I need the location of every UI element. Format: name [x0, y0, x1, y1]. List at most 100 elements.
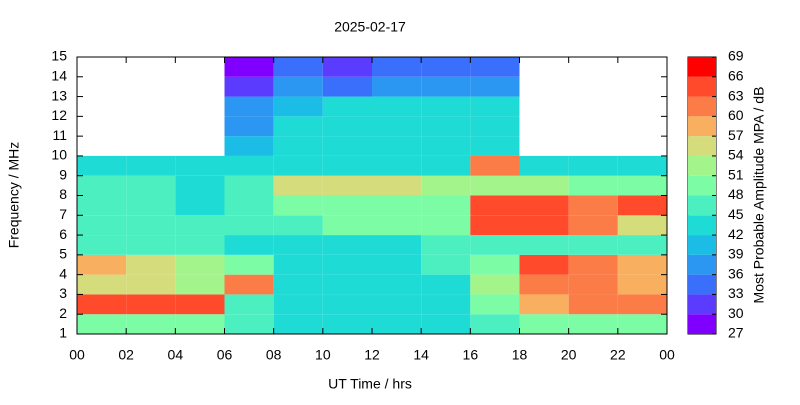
heatmap-cell — [322, 136, 372, 156]
heatmap-cell — [470, 155, 520, 176]
heatmap-cell — [519, 215, 569, 236]
colorbar-segment — [688, 136, 716, 156]
heatmap-cell — [372, 155, 422, 176]
colorbar-segment — [688, 294, 716, 315]
heatmap-cell — [273, 76, 323, 97]
heatmap-cell — [421, 254, 471, 275]
heatmap-cell — [617, 215, 667, 236]
heatmap-cell — [470, 76, 520, 97]
x-tick-label: 10 — [315, 347, 331, 363]
heatmap-cell — [175, 254, 225, 275]
heatmap-cell — [224, 195, 274, 216]
heatmap-cell — [224, 274, 274, 295]
x-tick-label: 00 — [659, 347, 675, 363]
y-tick-label: 12 — [51, 107, 67, 123]
colorbar-tick-label: 27 — [728, 325, 744, 341]
heatmap-cell — [322, 96, 372, 117]
heatmap-cell — [322, 76, 372, 97]
heatmap-cell — [273, 195, 323, 216]
x-tick-label: 04 — [168, 347, 184, 363]
colorbar-segment — [688, 155, 716, 176]
colorbar-segment — [688, 314, 716, 334]
heatmap-cell — [372, 195, 422, 216]
heatmap-cell — [273, 274, 323, 295]
heatmap-cell — [175, 195, 225, 216]
heatmap-cell — [224, 314, 274, 334]
heatmap-cell — [372, 294, 422, 315]
heatmap-cell — [421, 136, 471, 156]
colorbar-segment — [688, 96, 716, 117]
heatmap-cell — [470, 274, 520, 295]
heatmap-cell — [175, 155, 225, 176]
heatmap-cell — [224, 96, 274, 117]
colorbar-tick-label: 42 — [728, 226, 744, 242]
heatmap-cell — [470, 294, 520, 315]
x-tick-label: 20 — [561, 347, 577, 363]
heatmap-cell — [273, 136, 323, 156]
heatmap-cell — [273, 175, 323, 196]
x-tick-label: 02 — [118, 347, 134, 363]
x-tick-label: 18 — [512, 347, 528, 363]
colorbar-segment — [688, 215, 716, 236]
heatmap-cell — [273, 294, 323, 315]
heatmap-cell — [322, 195, 372, 216]
heatmap-cell — [77, 314, 127, 334]
heatmap-cell — [273, 57, 323, 77]
x-axis-label: UT Time / hrs — [328, 376, 412, 392]
colorbar-tick-label: 66 — [728, 67, 744, 83]
colorbar-segment — [688, 57, 716, 77]
heatmap-cell — [175, 314, 225, 334]
heatmap-cell — [77, 215, 127, 236]
y-tick-label: 4 — [59, 265, 67, 281]
heatmap-cell — [372, 76, 422, 97]
heatmap-cell — [126, 175, 176, 196]
heatmap-cell — [372, 175, 422, 196]
heatmap-cell — [617, 155, 667, 176]
heatmap-cell — [77, 175, 127, 196]
heatmap-cell — [273, 215, 323, 236]
colorbar-segment — [688, 76, 716, 97]
x-tick-label: 06 — [217, 347, 233, 363]
heatmap-cell — [568, 155, 618, 176]
heatmap-cell — [126, 254, 176, 275]
heatmap-cell — [77, 195, 127, 216]
heatmap-cell — [77, 274, 127, 295]
x-tick-label: 12 — [364, 347, 380, 363]
heatmap-cell — [322, 116, 372, 137]
y-tick-label: 15 — [51, 48, 67, 64]
chart-title: 2025-02-17 — [334, 19, 406, 35]
heatmap-cell — [372, 235, 422, 255]
heatmap-cell — [421, 76, 471, 97]
heatmap-cell — [617, 195, 667, 216]
colorbar-label: Most Probable Amplitude MPA / dB — [751, 87, 767, 304]
heatmap-cell — [126, 314, 176, 334]
x-tick-label: 14 — [413, 347, 429, 363]
y-tick-label: 3 — [59, 285, 67, 301]
heatmap-cell — [224, 294, 274, 315]
colorbar-segment — [688, 116, 716, 137]
heatmap-cell — [568, 195, 618, 216]
heatmap-cell — [175, 274, 225, 295]
heatmap-cell — [175, 294, 225, 315]
heatmap-cell — [372, 314, 422, 334]
colorbar-tick-label: 45 — [728, 206, 744, 222]
plot-frame — [76, 56, 668, 335]
heatmap-cell — [568, 215, 618, 236]
heatmap-cell — [617, 274, 667, 295]
heatmap-cell — [322, 254, 372, 275]
heatmap-cell — [322, 57, 372, 77]
y-tick-label: 5 — [59, 246, 67, 262]
colorbar-tick-label: 63 — [728, 87, 744, 103]
colorbar-tick-label: 39 — [728, 246, 744, 262]
y-tick-label: 1 — [59, 325, 67, 341]
colorbar-tick-label: 54 — [728, 147, 744, 163]
heatmap-cell — [421, 314, 471, 334]
heatmap — [77, 57, 667, 334]
heatmap-cell — [77, 155, 127, 176]
heatmap-cell — [175, 175, 225, 196]
heatmap-cell — [126, 294, 176, 315]
heatmap-cell — [372, 215, 422, 236]
colorbar-tick-label: 60 — [728, 107, 744, 123]
heatmap-cell — [519, 314, 569, 334]
heatmap-cell — [322, 215, 372, 236]
